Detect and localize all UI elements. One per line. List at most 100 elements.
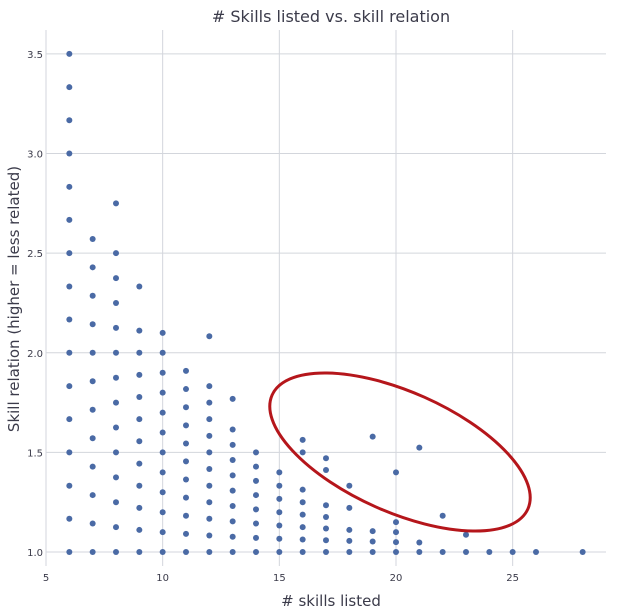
highlight-ellipse: [268, 371, 532, 533]
data-point: [66, 117, 73, 124]
data-point: [89, 520, 96, 527]
data-point: [276, 482, 283, 489]
data-point: [579, 549, 586, 556]
data-point: [323, 549, 329, 556]
y-tick-label: 1.0: [27, 548, 43, 559]
data-point: [136, 460, 143, 467]
data-point: [369, 549, 376, 556]
data-point: [66, 383, 73, 390]
data-points: [66, 50, 586, 556]
data-point: [66, 216, 73, 223]
data-point: [183, 367, 189, 374]
data-point: [346, 482, 353, 489]
data-point: [416, 549, 423, 556]
data-point: [299, 536, 306, 543]
data-point: [369, 433, 376, 440]
data-point: [323, 455, 329, 462]
data-point: [89, 321, 96, 328]
data-point: [89, 406, 96, 413]
data-point: [253, 492, 259, 499]
data-point: [206, 465, 213, 472]
data-point: [299, 486, 306, 493]
data-point: [159, 389, 166, 396]
y-tick-label: 3.5: [27, 50, 43, 61]
data-point: [113, 250, 119, 257]
data-point: [136, 416, 143, 423]
data-point: [159, 529, 166, 536]
data-point: [323, 525, 329, 532]
data-point: [113, 349, 119, 356]
data-point: [393, 519, 399, 526]
x-axis-label: # skills listed: [281, 592, 381, 610]
y-tick-label: 3.0: [27, 150, 43, 161]
data-point: [113, 499, 119, 506]
data-point: [159, 489, 166, 496]
data-point: [66, 416, 73, 423]
data-point: [89, 264, 96, 271]
data-point: [159, 349, 166, 356]
data-point: [89, 463, 96, 470]
data-point: [183, 440, 189, 447]
data-point: [113, 449, 119, 456]
data-point: [229, 441, 236, 448]
data-point: [113, 549, 119, 556]
data-point: [113, 424, 119, 431]
data-point: [159, 329, 166, 336]
data-point: [66, 349, 73, 356]
data-point: [113, 524, 119, 531]
data-point: [439, 512, 446, 519]
data-point: [299, 549, 306, 556]
data-point: [136, 371, 143, 378]
data-point: [136, 526, 143, 533]
tick-labels: 5 10 15 20 25 1.0 1.5 2.0 2.5 3.0 3.5: [27, 50, 519, 584]
data-point: [439, 549, 446, 556]
data-point: [136, 327, 143, 334]
data-point: [253, 534, 259, 541]
data-point: [276, 522, 283, 529]
data-point: [89, 435, 96, 442]
data-point: [206, 499, 213, 506]
data-point: [463, 531, 469, 538]
data-point: [66, 549, 73, 556]
data-point: [393, 469, 399, 476]
data-point: [276, 549, 283, 556]
data-point: [66, 283, 73, 290]
data-point: [346, 549, 353, 556]
grid: [45, 30, 606, 566]
data-point: [89, 378, 96, 385]
data-point: [206, 449, 213, 456]
data-point: [136, 394, 143, 401]
y-axis-label: Skill relation (higher = less related): [5, 166, 23, 432]
data-point: [229, 456, 236, 463]
data-point: [253, 477, 259, 484]
data-point: [276, 469, 283, 476]
data-point: [89, 349, 96, 356]
data-point: [183, 458, 189, 465]
data-point: [229, 426, 236, 433]
data-point: [159, 549, 166, 556]
y-tick-label: 1.5: [27, 448, 43, 459]
data-point: [159, 429, 166, 436]
data-point: [346, 526, 353, 533]
data-point: [159, 449, 166, 456]
data-point: [509, 549, 516, 556]
data-point: [416, 539, 423, 546]
data-point: [276, 535, 283, 542]
x-tick-label: 5: [43, 573, 49, 584]
data-point: [253, 449, 259, 456]
data-point: [299, 499, 306, 506]
data-point: [66, 250, 73, 257]
data-point: [113, 399, 119, 406]
data-point: [346, 537, 353, 544]
data-point: [113, 374, 119, 381]
data-point: [66, 482, 73, 489]
data-point: [253, 520, 259, 527]
data-point: [113, 200, 119, 207]
data-point: [369, 538, 376, 545]
data-point: [416, 444, 423, 451]
data-point: [89, 492, 96, 499]
data-point: [206, 532, 213, 539]
data-point: [253, 463, 259, 470]
data-point: [113, 275, 119, 282]
data-point: [66, 150, 73, 157]
